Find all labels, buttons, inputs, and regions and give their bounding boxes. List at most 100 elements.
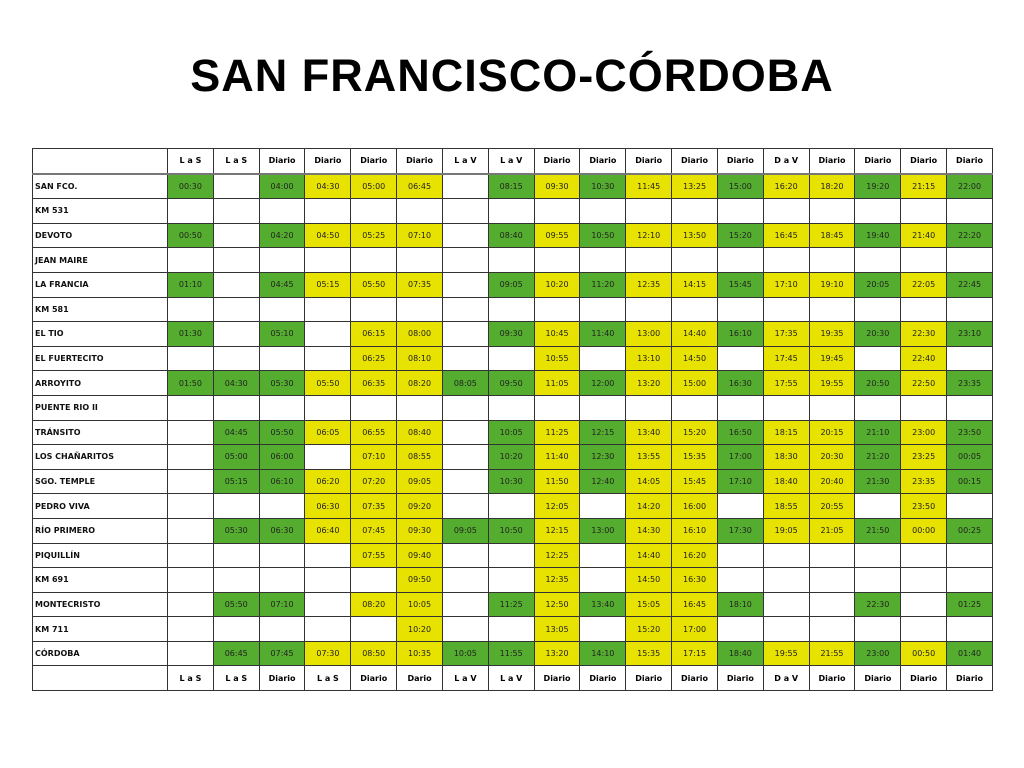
departure-time: 13:10 (625, 345, 673, 372)
departure-time: 15:35 (671, 444, 718, 470)
empty-cell (441, 542, 489, 569)
departure-time: 10:20 (533, 271, 581, 298)
empty-cell (533, 247, 581, 273)
empty-cell (212, 198, 260, 224)
empty-cell (396, 296, 443, 323)
departure-time: 22:45 (946, 271, 993, 298)
empty-cell (258, 247, 306, 273)
departure-time: 00:30 (167, 173, 214, 200)
stop-name: PUENTE RIO II (32, 394, 168, 421)
empty-cell (900, 591, 948, 618)
empty-cell (762, 198, 810, 224)
empty-cell (350, 296, 398, 323)
stop-name: KM 531 (32, 198, 168, 224)
empty-cell (167, 616, 214, 642)
stop-name: SAN FCO. (32, 173, 168, 200)
empty-cell (212, 493, 260, 519)
corner-cell (32, 147, 168, 175)
departure-time: 14:40 (671, 321, 718, 347)
departure-time: 01:25 (946, 591, 993, 618)
empty-cell (212, 271, 260, 298)
empty-cell (671, 198, 718, 224)
departure-time: 06:35 (350, 370, 398, 396)
empty-cell (946, 247, 993, 273)
day-label: Diario (808, 665, 856, 692)
empty-cell (808, 394, 856, 421)
empty-cell (946, 296, 993, 323)
departure-time: 14:20 (625, 493, 673, 519)
departure-time: 05:25 (350, 222, 398, 249)
departure-time: 08:10 (396, 345, 443, 372)
departure-time: 05:30 (212, 517, 260, 544)
departure-time: 06:30 (304, 493, 352, 519)
departure-time: 10:50 (579, 222, 627, 249)
empty-cell (579, 198, 627, 224)
day-label: Dario (396, 665, 443, 692)
empty-cell (304, 542, 352, 569)
departure-time: 16:30 (671, 567, 718, 593)
empty-cell (808, 591, 856, 618)
departure-time: 17:00 (671, 616, 718, 642)
departure-time: 21:55 (808, 640, 856, 667)
empty-cell (167, 567, 214, 593)
departure-time: 05:15 (212, 468, 260, 495)
departure-time: 15:00 (671, 370, 718, 396)
empty-cell (258, 394, 306, 421)
stop-name: LOS CHAÑARITOS (32, 444, 168, 470)
departure-time: 22:30 (854, 591, 902, 618)
departure-time: 19:35 (808, 321, 856, 347)
departure-time: 12:25 (533, 542, 581, 569)
departure-time: 09:55 (533, 222, 581, 249)
departure-time: 13:50 (671, 222, 718, 249)
departure-time: 13:25 (671, 173, 718, 200)
departure-time: 15:20 (625, 616, 673, 642)
departure-time: 14:05 (625, 468, 673, 495)
departure-time: 23:35 (900, 468, 948, 495)
departure-time: 11:20 (579, 271, 627, 298)
day-label: Diario (533, 147, 581, 175)
empty-cell (579, 616, 627, 642)
day-label: L a S (304, 665, 352, 692)
departure-time: 09:05 (441, 517, 489, 544)
departure-time: 06:10 (258, 468, 306, 495)
empty-cell (441, 591, 489, 618)
departure-time: 19:55 (762, 640, 810, 667)
departure-time: 14:30 (625, 517, 673, 544)
departure-time: 06:30 (258, 517, 306, 544)
departure-time: 18:10 (716, 591, 764, 618)
departure-time: 23:25 (900, 444, 948, 470)
empty-cell (808, 247, 856, 273)
empty-cell (396, 394, 443, 421)
empty-cell (900, 567, 948, 593)
empty-cell (808, 542, 856, 569)
empty-cell (854, 542, 902, 569)
empty-cell (946, 394, 993, 421)
departure-time: 06:15 (350, 321, 398, 347)
departure-time: 07:45 (258, 640, 306, 667)
table-row: KM 711 10:20 13:05 15:20 17:00 (32, 616, 993, 642)
day-label: Diario (900, 665, 948, 692)
departure-time: 12:40 (579, 468, 627, 495)
day-label: Diario (716, 665, 764, 692)
empty-cell (258, 567, 306, 593)
empty-cell (808, 198, 856, 224)
departure-time: 10:45 (533, 321, 581, 347)
empty-cell (212, 173, 260, 200)
empty-cell (304, 444, 352, 470)
empty-cell (946, 345, 993, 372)
day-label: L a S (167, 665, 214, 692)
departure-time: 09:20 (396, 493, 443, 519)
departure-time: 01:40 (946, 640, 993, 667)
empty-cell (167, 542, 214, 569)
stop-name: EL FUERTECITO (32, 345, 168, 372)
departure-time: 09:30 (396, 517, 443, 544)
empty-cell (900, 247, 948, 273)
departure-time: 23:50 (946, 419, 993, 446)
departure-time: 05:00 (350, 173, 398, 200)
empty-cell (167, 493, 214, 519)
empty-cell (167, 591, 214, 618)
empty-cell (946, 567, 993, 593)
empty-cell (487, 394, 535, 421)
day-label: Diario (396, 147, 443, 175)
